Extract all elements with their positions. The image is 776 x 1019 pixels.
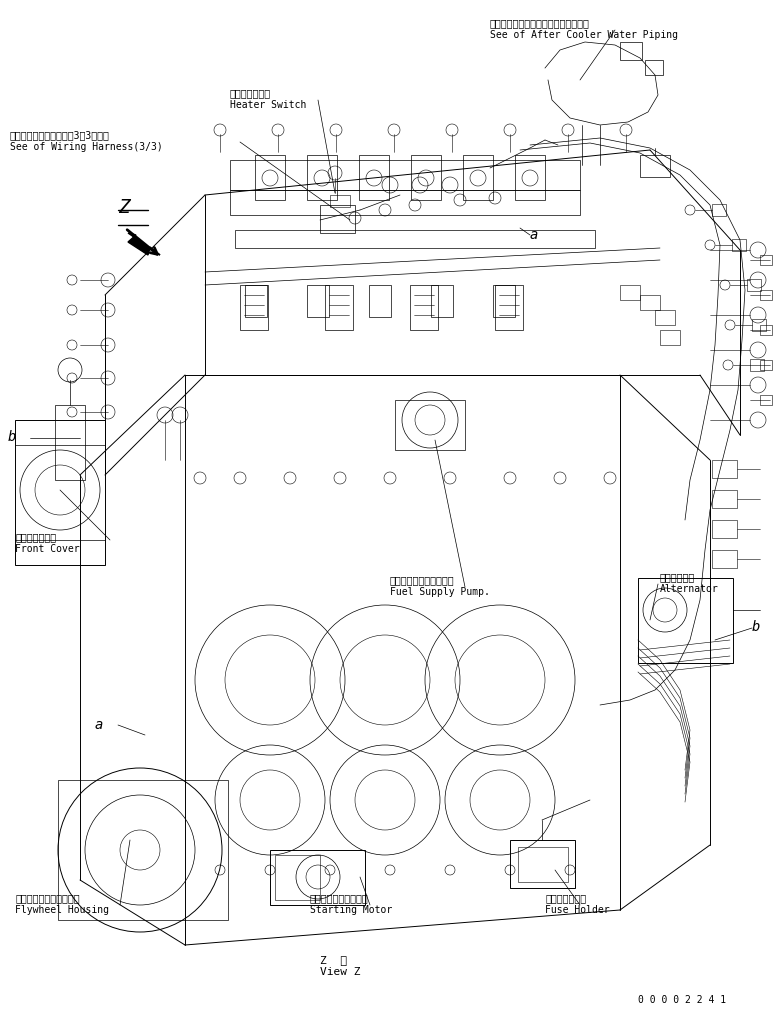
- Text: Flywheel Housing: Flywheel Housing: [15, 905, 109, 915]
- Bar: [245, 285, 267, 317]
- Polygon shape: [128, 233, 160, 255]
- Bar: [55, 405, 85, 480]
- Bar: [712, 204, 726, 216]
- Bar: [752, 319, 766, 331]
- Bar: [620, 285, 640, 300]
- Bar: [325, 285, 353, 330]
- Bar: [330, 195, 350, 207]
- Bar: [750, 359, 764, 371]
- Bar: [235, 230, 595, 248]
- Bar: [255, 155, 285, 200]
- Bar: [712, 520, 737, 538]
- Bar: [307, 285, 329, 317]
- Bar: [760, 360, 772, 370]
- Bar: [493, 285, 515, 317]
- Bar: [515, 155, 545, 200]
- Bar: [518, 847, 568, 882]
- Bar: [660, 330, 680, 345]
- Bar: [15, 420, 105, 565]
- Bar: [275, 855, 320, 900]
- Text: ワイヤリングハーネス（3／3）参照: ワイヤリングハーネス（3／3）参照: [10, 130, 110, 140]
- Text: View Z: View Z: [320, 967, 361, 977]
- Bar: [760, 395, 772, 405]
- Text: 0 0 0 0 2 2 4 1: 0 0 0 0 2 2 4 1: [638, 995, 726, 1005]
- Bar: [320, 205, 355, 233]
- Text: b: b: [752, 620, 760, 634]
- Bar: [270, 850, 365, 905]
- Text: Alternator: Alternator: [660, 584, 719, 594]
- Bar: [411, 155, 441, 200]
- Bar: [230, 160, 580, 190]
- Text: Starting Motor: Starting Motor: [310, 905, 392, 915]
- Text: Z  視: Z 視: [320, 955, 347, 965]
- Text: ヒータスイッチ: ヒータスイッチ: [230, 88, 271, 98]
- Text: フロントカバー: フロントカバー: [15, 532, 56, 542]
- Bar: [510, 840, 575, 888]
- Bar: [640, 294, 660, 310]
- Bar: [655, 310, 675, 325]
- Bar: [640, 155, 670, 177]
- Bar: [760, 290, 772, 300]
- Bar: [359, 155, 389, 200]
- Text: Z: Z: [118, 198, 130, 217]
- Text: b: b: [8, 430, 16, 444]
- Bar: [395, 400, 465, 450]
- Bar: [747, 279, 761, 291]
- Bar: [495, 285, 523, 330]
- Text: See of Wiring Harness(3/3): See of Wiring Harness(3/3): [10, 142, 163, 152]
- Bar: [712, 550, 737, 568]
- Text: フェエルサプライポンプ: フェエルサプライポンプ: [390, 575, 455, 585]
- Bar: [712, 460, 737, 478]
- Bar: [369, 285, 391, 317]
- Text: a: a: [530, 228, 539, 242]
- Bar: [712, 490, 737, 508]
- Text: Front Cover: Front Cover: [15, 544, 80, 554]
- Text: フライホイルハウジング: フライホイルハウジング: [15, 893, 80, 903]
- Bar: [760, 325, 772, 335]
- Bar: [645, 60, 663, 75]
- Text: ヒューズホルダ: ヒューズホルダ: [545, 893, 586, 903]
- Bar: [410, 285, 438, 330]
- Text: Fuse Holder: Fuse Holder: [545, 905, 610, 915]
- Bar: [230, 190, 580, 215]
- Bar: [732, 239, 746, 251]
- Bar: [463, 155, 493, 200]
- Bar: [240, 285, 268, 330]
- Text: オルタネータ: オルタネータ: [660, 572, 695, 582]
- Bar: [431, 285, 453, 317]
- Text: Fuel Supply Pump.: Fuel Supply Pump.: [390, 587, 490, 597]
- Text: スターティングモータ: スターティングモータ: [310, 893, 369, 903]
- Bar: [620, 42, 642, 60]
- Bar: [638, 578, 733, 663]
- Text: Heater Switch: Heater Switch: [230, 100, 307, 110]
- Text: See of After Cooler Water Piping: See of After Cooler Water Piping: [490, 30, 678, 40]
- Text: a: a: [95, 718, 103, 732]
- Bar: [760, 255, 772, 265]
- Text: アフタクーラウォータパイピング参照: アフタクーラウォータパイピング参照: [490, 18, 590, 28]
- Bar: [307, 155, 337, 200]
- Bar: [58, 780, 228, 920]
